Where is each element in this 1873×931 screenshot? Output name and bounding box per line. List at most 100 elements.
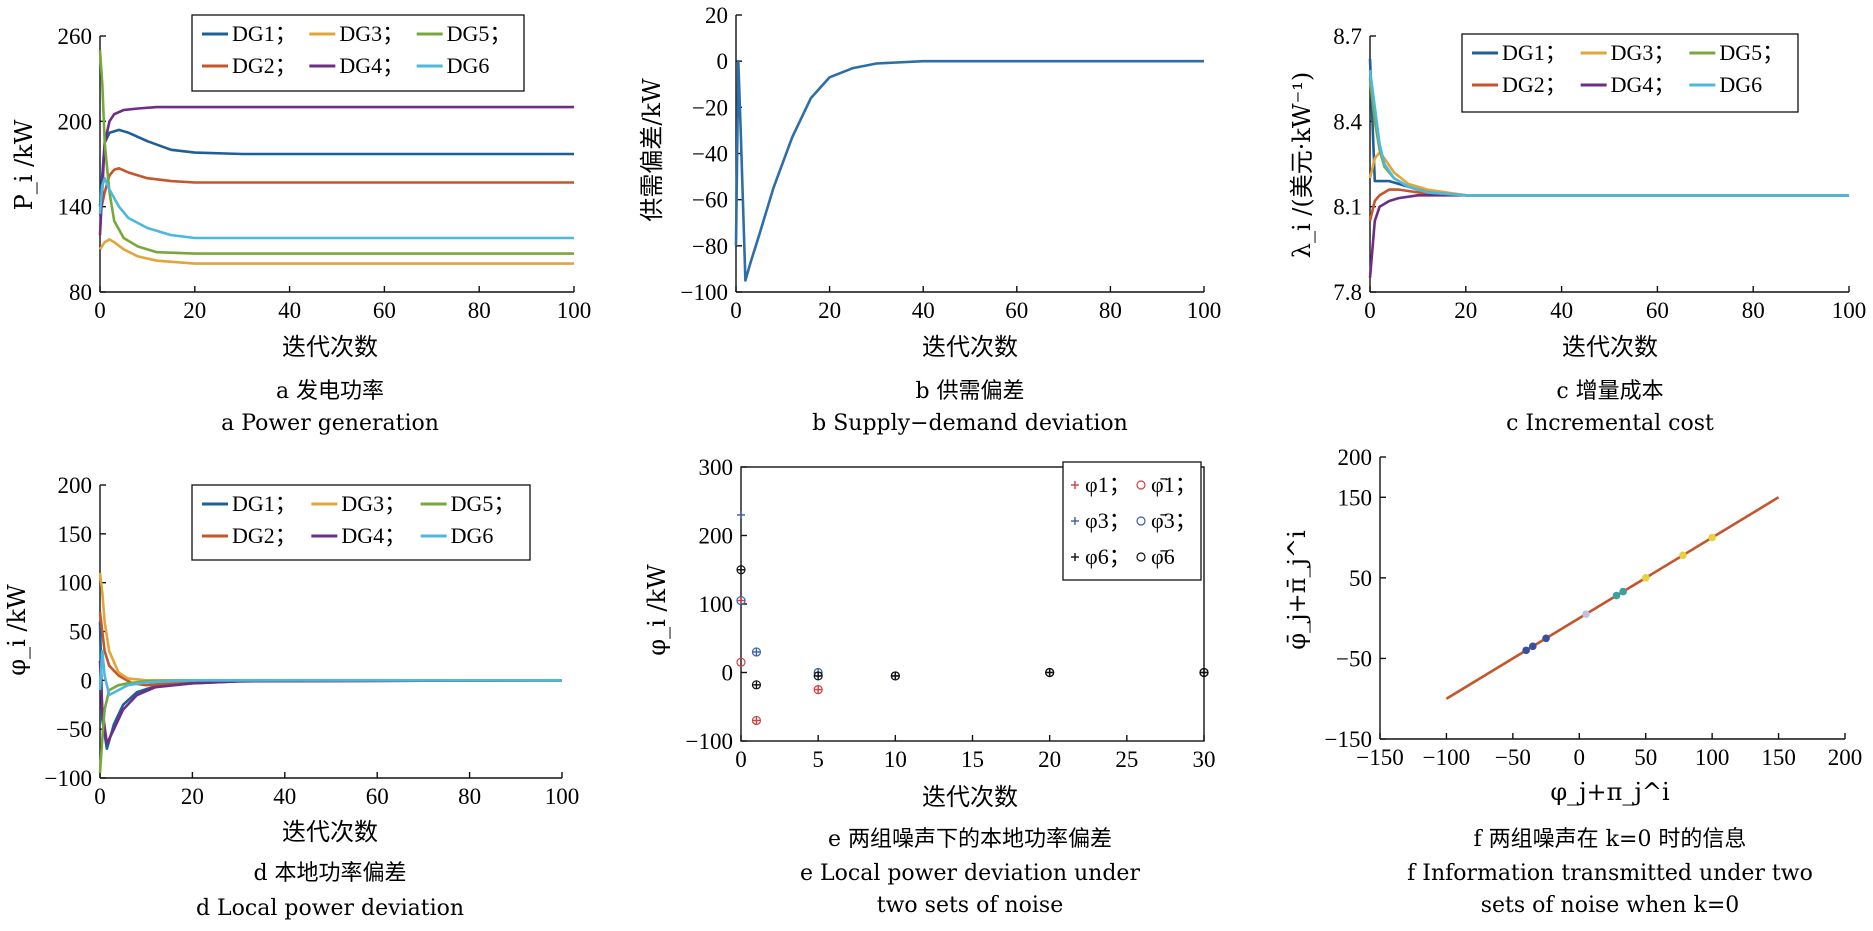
legend-marker-circle	[1136, 480, 1146, 490]
x-tick-label: 80	[458, 784, 481, 809]
scatter-point-circle	[1045, 667, 1055, 678]
legend-label-dg2: DG2；	[232, 523, 297, 548]
scatter-point-plus	[814, 685, 823, 694]
x-axis-label: 迭代次数	[1562, 333, 1658, 361]
y-tick-label: −100	[686, 729, 733, 754]
x-axis-label: 迭代次数	[282, 333, 378, 361]
x-tick-label: 40	[1550, 298, 1573, 323]
legend-label-dg5: DG5；	[1719, 40, 1784, 65]
x-tick-label: 20	[1454, 298, 1477, 323]
legend-label: φ̄1；	[1151, 472, 1197, 497]
y-tick-label: 200	[699, 524, 734, 549]
legend-label-dg6: DG6	[447, 53, 490, 78]
caption-cn: a 发电功率	[276, 379, 384, 404]
scatter-point-plus	[737, 565, 745, 574]
x-tick-label: 30	[1193, 747, 1216, 772]
y-tick-label: 80	[69, 280, 92, 305]
y-axis-label: φ̄_j+π̄_j^i	[1283, 530, 1311, 650]
scatter-point-circle	[890, 671, 900, 681]
legend-label-dg5: DG5；	[447, 21, 512, 46]
panel-c: 0 20 40 60 80 100 7.8 8.1 8.4 8.7 DG1； DG3； DG5； DG2；…	[1288, 24, 1866, 436]
identity-line	[1445, 496, 1780, 700]
legend-label-dg4: DG4；	[1611, 72, 1676, 97]
caption-en: b Supply−demand deviation	[812, 411, 1128, 436]
scatter-point-plus	[737, 510, 745, 519]
scatter-point	[1612, 591, 1621, 600]
panel-b: 0 20 40 60 80 100 −100 −80 −60 −40 −20 0 20 供需偏差/kW 迭代…	[638, 3, 1221, 436]
y-tick-label: 50	[1349, 566, 1372, 591]
y-tick-label: 150	[1338, 485, 1373, 510]
x-tick-label: 60	[1646, 298, 1669, 323]
legend-label-dg3: DG3；	[1611, 40, 1676, 65]
y-tick-label: 200	[58, 109, 93, 134]
legend-label-dg3: DG3；	[341, 491, 406, 516]
scatter-point-circle	[751, 715, 762, 726]
legend: DG1； DG3； DG5； DG2； DG4； DG6	[1461, 33, 1799, 113]
x-tick-label: 0	[94, 784, 106, 809]
caption-en: a Power generation	[221, 411, 439, 436]
legend-box	[1461, 33, 1799, 113]
x-tick-label: 100	[545, 784, 580, 809]
series-line-dg5	[98, 678, 562, 774]
x-tick-label: 40	[912, 298, 935, 323]
y-axis-label: φ_i /kW	[643, 564, 671, 656]
x-tick-label: 20	[818, 298, 841, 323]
legend-label-dg5: DG5；	[451, 491, 516, 516]
y-tick-label: −100	[45, 766, 92, 791]
series-line-supply-demand	[734, 59, 1204, 282]
caption-cn: d 本地功率偏差	[253, 861, 406, 886]
y-tick-label: −20	[692, 95, 728, 120]
y-axis-label: P_i /kW	[10, 119, 38, 210]
series-line-dg2	[98, 611, 563, 687]
x-tick-label: 100	[1832, 298, 1867, 323]
x-tick-label: −150	[1356, 745, 1403, 770]
legend-label-dg1: DG1；	[232, 491, 297, 516]
legend-label-dg6: DG6	[451, 523, 494, 548]
legend-label-dg2: DG2；	[1502, 72, 1567, 97]
x-tick-label: 40	[278, 298, 301, 323]
scatter-point-plus	[752, 716, 761, 725]
x-tick-label: 0	[1364, 298, 1376, 323]
legend-marker-circle	[1136, 552, 1146, 562]
y-tick-label: 100	[58, 571, 93, 596]
y-tick-label: 200	[1338, 445, 1373, 470]
series-line-dg4	[1368, 194, 1849, 278]
legend-label-dg6: DG6	[1719, 72, 1762, 97]
x-axis-label: 迭代次数	[922, 783, 1018, 811]
y-tick-label: 140	[58, 195, 93, 220]
scatter-point-circle	[736, 595, 746, 606]
x-tick-label: 0	[735, 747, 747, 772]
y-tick-label: −50	[56, 717, 92, 742]
x-tick-label: 80	[1099, 298, 1122, 323]
series-line-dg3	[98, 238, 574, 265]
scatter-point-plus	[1045, 668, 1054, 677]
scatter-point-plus	[752, 680, 761, 689]
y-tick-label: 260	[58, 24, 93, 49]
legend-label: φ1；	[1085, 472, 1131, 497]
x-tick-label: 200	[1828, 745, 1863, 770]
y-tick-label: 20	[705, 3, 728, 28]
series-line-dg2	[98, 167, 574, 215]
x-tick-label: 0	[1574, 745, 1586, 770]
caption-cn: c 增量成本	[1556, 379, 1663, 404]
caption-en-line2: sets of noise when k=0	[1481, 893, 1740, 918]
series-line-dg4	[98, 105, 574, 236]
y-tick-label: 200	[58, 473, 93, 498]
y-tick-label: 150	[58, 522, 93, 547]
scatter-point	[1582, 610, 1590, 618]
scatter-point	[1522, 646, 1530, 655]
legend: φ1； φ̄1； φ3； φ̄3； φ6； φ̄6	[1062, 461, 1202, 581]
scatter-point-circle	[813, 671, 823, 681]
series-line-dg5	[98, 50, 574, 255]
scatter-point-circle	[736, 657, 746, 667]
scatter-point-circle	[1199, 667, 1209, 678]
x-axis-label: φ_j+π_j^i	[1550, 778, 1670, 806]
scatter-point	[1641, 574, 1650, 582]
y-tick-label: −40	[692, 142, 728, 167]
x-axis-label: 迭代次数	[282, 818, 378, 846]
y-tick-label: −60	[692, 188, 728, 213]
caption-en: d Local power deviation	[196, 896, 464, 921]
